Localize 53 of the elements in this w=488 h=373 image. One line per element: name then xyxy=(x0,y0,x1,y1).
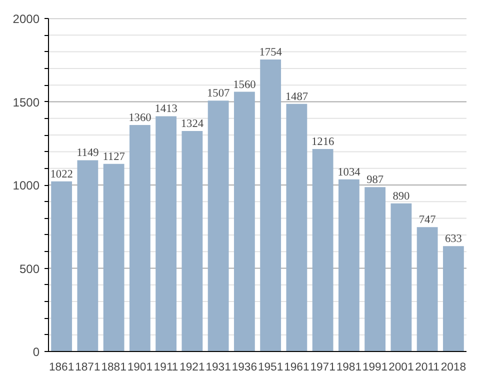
x-tick-label: 1911 xyxy=(154,362,178,373)
data-label: 1754 xyxy=(259,46,282,58)
bar xyxy=(416,227,438,352)
x-tick-label: 1921 xyxy=(180,362,205,373)
data-label: 1127 xyxy=(102,150,126,163)
bar xyxy=(208,100,229,352)
y-tick-label: 1500 xyxy=(12,95,40,110)
data-label: 1149 xyxy=(76,147,100,160)
data-label: 1216 xyxy=(311,136,334,148)
bar xyxy=(260,59,282,352)
bar xyxy=(442,246,464,352)
bar xyxy=(156,116,177,352)
x-tick-label: 1951 xyxy=(258,362,284,373)
bar xyxy=(77,160,98,352)
data-label: 1324 xyxy=(180,118,204,130)
x-tick-label: 1881 xyxy=(101,362,126,373)
data-label: 747 xyxy=(418,214,436,226)
x-tick-label: 2018 xyxy=(440,362,466,373)
data-label: 890 xyxy=(392,190,410,202)
bar xyxy=(234,92,255,352)
data-label: 987 xyxy=(366,174,384,186)
y-tick-label: 1000 xyxy=(12,178,40,192)
data-label: 1507 xyxy=(206,88,230,100)
x-tick-label: 1871 xyxy=(75,362,100,373)
bar xyxy=(286,104,308,352)
bar xyxy=(390,203,412,352)
y-tick-label: 2000 xyxy=(12,12,40,26)
data-label: 633 xyxy=(444,233,462,246)
x-tick-label: 1961 xyxy=(284,362,310,373)
bar xyxy=(129,125,150,352)
x-tick-label: 1901 xyxy=(127,362,153,373)
data-label: 1413 xyxy=(154,103,178,116)
data-label: 1022 xyxy=(50,168,74,180)
data-label: 1034 xyxy=(338,166,361,178)
x-tick-label: 1991 xyxy=(362,362,388,373)
data-label: 1360 xyxy=(128,112,152,124)
x-tick-label: 1971 xyxy=(310,362,336,373)
x-tick-label: 1936 xyxy=(232,362,258,373)
bar xyxy=(51,181,72,352)
bar xyxy=(312,149,334,352)
x-tick-label: 2011 xyxy=(415,362,440,373)
bar xyxy=(338,179,360,352)
bar xyxy=(182,131,203,352)
data-label: 1560 xyxy=(233,78,256,91)
y-tick-label: 500 xyxy=(19,262,40,276)
bar xyxy=(103,164,124,352)
x-tick-label: 1931 xyxy=(206,362,231,373)
bar xyxy=(364,187,386,352)
x-tick-label: 1861 xyxy=(48,362,74,373)
x-tick-label: 1981 xyxy=(336,362,362,373)
data-label: 1487 xyxy=(285,90,308,103)
y-tick-label: 0 xyxy=(32,345,40,359)
x-tick-label: 2001 xyxy=(388,362,414,373)
